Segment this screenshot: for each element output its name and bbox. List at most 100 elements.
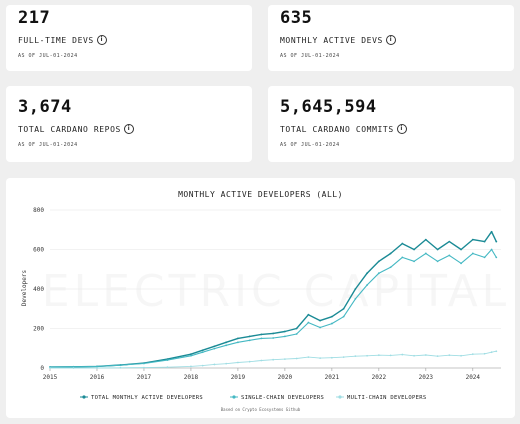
data-point — [283, 335, 286, 338]
data-point — [96, 367, 98, 369]
info-icon[interactable]: i — [396, 124, 407, 134]
data-point — [401, 353, 404, 356]
data-point — [377, 272, 380, 275]
data-point — [424, 354, 427, 356]
data-point — [295, 327, 298, 330]
stat-value: 3,674 — [18, 97, 72, 117]
data-point — [307, 313, 310, 316]
data-point — [225, 341, 228, 344]
series-lines — [49, 230, 498, 369]
data-point — [424, 252, 427, 255]
data-point — [72, 367, 75, 369]
data-point — [471, 353, 474, 356]
legend-label: TOTAL MONTHLY ACTIVE DEVELOPERS — [91, 395, 203, 401]
data-point — [119, 366, 122, 369]
data-point — [448, 240, 451, 243]
chart-title: MONTHLY ACTIVE DEVELOPERS (ALL) — [178, 190, 343, 199]
data-point — [201, 364, 204, 367]
data-point — [225, 344, 228, 347]
stat-label: FULL-TIME DEVS i — [18, 35, 107, 45]
x-tick-label: 2019 — [231, 374, 246, 381]
data-point — [330, 322, 333, 325]
dot-line-icon — [338, 395, 342, 399]
data-point — [213, 345, 216, 348]
data-point — [237, 337, 239, 340]
info-icon[interactable]: i — [96, 35, 107, 45]
stat-date: AS OF JUL-01-2024 — [18, 53, 78, 59]
y-tick-label: 0 — [40, 365, 44, 372]
stat-label: MONTHLY ACTIVE DEVS i — [280, 35, 396, 45]
data-point — [307, 321, 310, 324]
grid — [50, 209, 501, 369]
data-point — [483, 240, 486, 243]
dot-line-icon — [232, 395, 236, 399]
data-point — [342, 356, 345, 359]
data-point — [389, 354, 392, 357]
dot-line-icon — [82, 395, 86, 399]
stat-date: AS OF JUL-01-2024 — [280, 142, 340, 148]
data-point — [389, 266, 392, 269]
series-line-3 — [50, 350, 497, 369]
data-point — [319, 326, 322, 329]
data-point — [389, 252, 392, 255]
stat-card-monthly-active-devs: 635 MONTHLY ACTIVE DEVS i AS OF JUL-01-2… — [268, 5, 514, 71]
data-point — [366, 284, 369, 286]
data-point — [460, 354, 462, 357]
stat-label-text: TOTAL CARDANO COMMITS — [280, 124, 394, 134]
legend-label: MULTI-CHAIN DEVELOPERS — [347, 395, 426, 401]
data-point — [190, 365, 192, 368]
data-point — [283, 358, 286, 361]
data-point — [213, 347, 216, 350]
data-point — [166, 359, 169, 361]
x-tick-label: 2018 — [184, 374, 199, 381]
data-point — [490, 248, 493, 251]
y-tick-label: 600 — [33, 247, 44, 254]
data-point — [495, 350, 498, 353]
data-point — [354, 288, 357, 290]
data-point — [471, 238, 474, 241]
data-point — [354, 355, 357, 358]
data-point — [401, 242, 404, 245]
data-point — [436, 260, 439, 263]
data-point — [413, 248, 415, 251]
data-point — [248, 335, 251, 338]
x-tick-label: 2024 — [466, 374, 481, 381]
data-point — [436, 355, 439, 358]
data-point — [295, 333, 298, 335]
data-point — [490, 351, 493, 354]
data-point — [237, 361, 239, 364]
data-point — [342, 307, 345, 310]
legend: TOTAL MONTHLY ACTIVE DEVELOPERS SINGLE-CH… — [80, 395, 426, 401]
data-point — [471, 252, 474, 255]
stat-label-text: MONTHLY ACTIVE DEVS — [280, 35, 383, 45]
y-tick-label: 800 — [33, 207, 44, 214]
data-point — [483, 352, 486, 355]
data-point — [307, 356, 310, 359]
info-icon[interactable]: i — [123, 124, 134, 134]
data-point — [190, 353, 192, 356]
data-point — [377, 260, 380, 263]
data-point — [295, 357, 298, 360]
chart-source-note: Based on Crypto Ecosystems Github — [221, 407, 301, 412]
data-point — [272, 337, 275, 339]
data-point — [237, 341, 239, 344]
data-point — [283, 330, 286, 333]
info-icon[interactable]: i — [385, 35, 396, 45]
data-point — [119, 364, 122, 367]
data-point — [272, 332, 275, 335]
data-point — [143, 366, 145, 369]
data-point — [366, 272, 369, 275]
data-point — [424, 238, 427, 241]
data-point — [213, 363, 216, 366]
data-point — [354, 297, 357, 300]
y-tick-label: 400 — [33, 286, 44, 293]
data-point — [436, 248, 439, 251]
x-tick-label: 2016 — [90, 374, 105, 381]
x-tick-label: 2017 — [137, 374, 152, 381]
data-point — [460, 262, 462, 265]
stat-label-text: TOTAL CARDANO REPOS — [18, 124, 121, 134]
data-point — [377, 354, 380, 357]
stat-card-total-cardano-repos: 3,674 TOTAL CARDANO REPOS i AS OF JUL-01… — [6, 86, 252, 162]
data-point — [319, 357, 322, 360]
data-point — [225, 362, 228, 365]
